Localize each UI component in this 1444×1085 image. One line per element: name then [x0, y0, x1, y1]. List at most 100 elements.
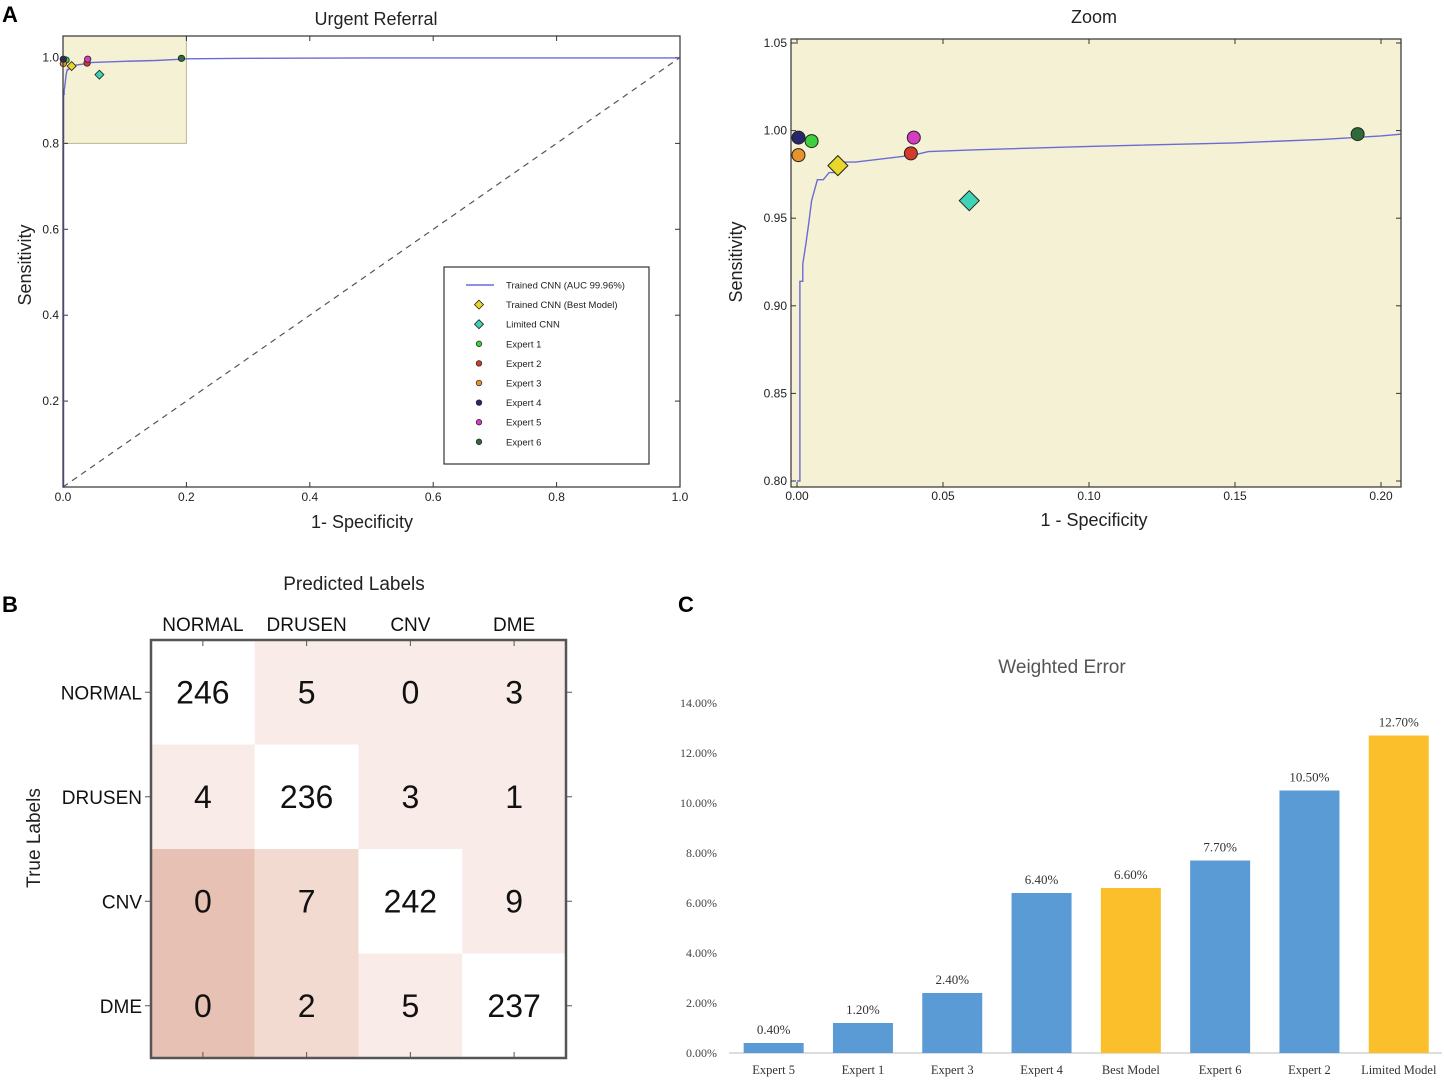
- zoom-xtick-label: 0.20: [1369, 489, 1393, 503]
- zoom-ytick-label: 0.85: [764, 386, 788, 400]
- cm-col-label: DRUSEN: [267, 615, 347, 636]
- cm-cell-value: 1: [505, 779, 523, 815]
- cm-title: Predicted Labels: [283, 574, 425, 595]
- bar-value-label: 6.60%: [1114, 867, 1148, 882]
- cm-cell: [358, 849, 463, 954]
- cm-cell-value: 236: [280, 779, 333, 815]
- bar-category-label: Expert 2: [1288, 1063, 1331, 1077]
- zoom-point-expert-4: [791, 130, 806, 145]
- zoom-xtick-label: 0.15: [1223, 489, 1247, 503]
- zoom-points: [791, 127, 1365, 212]
- legend-expert-5-label: Expert 5: [506, 418, 541, 429]
- bar-ytick-label: 10.00%: [680, 796, 717, 810]
- zoom-xlabel: 1 - Specificity: [1040, 510, 1147, 530]
- legend-expert-1-label: Expert 1: [506, 339, 541, 350]
- zoom-point-expert-3: [791, 148, 806, 163]
- zoom-title: Zoom: [1071, 7, 1117, 27]
- legend-trained-cnn-best-model-swatch: [473, 299, 485, 310]
- zoom-plot-background: [791, 39, 1401, 487]
- bar-value-label: 7.70%: [1203, 840, 1237, 855]
- bar-value-label: 12.70%: [1379, 715, 1419, 730]
- roc-ylabel: Sensitivity: [15, 224, 35, 305]
- bar-ytick-label: 12.00%: [680, 746, 717, 760]
- panel-label-c: C: [678, 592, 694, 617]
- cm-cell: [462, 849, 566, 954]
- cm-cell: [358, 640, 463, 745]
- bar-category-label: Expert 4: [1020, 1063, 1063, 1077]
- cm-cell: [358, 744, 463, 849]
- bar: [832, 1023, 893, 1053]
- zoom-curve-trained-cnn: [797, 133, 1402, 482]
- bar: [1100, 888, 1161, 1053]
- cm-frame: [149, 638, 568, 1060]
- cm-cell-value: 7: [298, 883, 316, 919]
- legend-limited-cnn-swatch: [473, 319, 485, 330]
- roc-xlabel: 1- Specificity: [311, 512, 413, 532]
- zoom-chart: Zoom 0.00 0.05 0.10 0.15 0.20 0.80 0.85 0.90 0.9…: [726, 7, 1402, 530]
- legend-trained-cnn-best-model-label: Trained CNN (Best Model): [506, 300, 618, 311]
- roc-legend: Trained CNN (AUC 99.96%) Trained CNN (Bes…: [443, 266, 650, 465]
- roc-xtick-label: 0.4: [301, 490, 318, 504]
- cm-cell: [151, 640, 255, 745]
- cm-cell: [254, 953, 359, 1058]
- zoom-point-trained-cnn-best-model: [827, 154, 849, 177]
- bar-ytick-label: 6.00%: [686, 896, 717, 910]
- legend-expert-6-swatch: [475, 438, 483, 445]
- zoom-xtick-label: 0.00: [785, 489, 809, 503]
- zoom-point-expert-2: [903, 146, 918, 161]
- cm-row-label: DRUSEN: [62, 788, 142, 809]
- cm-cell: [151, 744, 255, 849]
- roc-point-expert-5: [84, 55, 92, 63]
- cm-row-label: NORMAL: [61, 683, 142, 704]
- cm-cell: [462, 640, 566, 745]
- bar: [1279, 790, 1340, 1053]
- roc-point-expert-6: [177, 54, 186, 62]
- roc-ytick-label: 0.8: [42, 136, 59, 150]
- legend-expert-3-swatch: [475, 379, 483, 387]
- legend-expert-3-label: Expert 3: [506, 379, 541, 390]
- cm-col-label: NORMAL: [162, 615, 243, 636]
- cm-col-label: CNV: [390, 615, 430, 636]
- legend-expert-4-swatch: [475, 399, 483, 406]
- cm-cell-value: 3: [505, 674, 523, 710]
- bar-title: Weighted Error: [998, 657, 1126, 678]
- roc-plot-frame: [62, 35, 681, 488]
- cm-cell-value: 0: [194, 883, 212, 919]
- bar-category-label: Expert 1: [842, 1063, 885, 1077]
- bar-category-label: Expert 6: [1199, 1063, 1242, 1077]
- cm-cell: [462, 744, 566, 849]
- cm-cell-value: 0: [194, 988, 212, 1024]
- cm-cell: [462, 953, 566, 1058]
- cm-cell-value: 4: [194, 779, 212, 815]
- bar: [1368, 735, 1429, 1053]
- panel-label-a: A: [2, 2, 18, 27]
- bar-ytick-label: 0.00%: [686, 1046, 717, 1060]
- legend-expert-4-label: Expert 4: [506, 398, 541, 409]
- roc-ytick-label: 1.0: [42, 50, 59, 64]
- cm-cell: [254, 640, 359, 745]
- bar: [922, 993, 983, 1053]
- legend-expert-5-swatch: [475, 419, 483, 426]
- cm-cell-value: 9: [505, 883, 523, 919]
- cm-row-label: DME: [100, 997, 142, 1018]
- roc-xtick-label: 0.0: [55, 490, 72, 504]
- bar: [1190, 860, 1251, 1053]
- bar: [1011, 893, 1072, 1053]
- legend-limited-cnn-label: Limited CNN: [506, 320, 560, 331]
- bar-value-label: 10.50%: [1289, 770, 1329, 785]
- bar-ytick-label: 2.00%: [686, 996, 717, 1010]
- cm-cell: [254, 744, 359, 849]
- roc-zoom-region: [62, 35, 187, 144]
- legend-expert-2-swatch: [475, 360, 483, 367]
- bar-value-label: 0.40%: [757, 1022, 791, 1037]
- legend-expert-6-label: Expert 6: [506, 437, 541, 448]
- roc-xtick-label: 0.6: [425, 490, 442, 504]
- bar-ytick-label: 14.00%: [680, 696, 717, 710]
- zoom-ytick-label: 0.80: [764, 474, 788, 488]
- weighted-error-chart: Weighted Error 0.00% 2.00% 4.00% 6.00% 8.00%…: [680, 657, 1442, 1077]
- bar-value-label: 2.40%: [935, 972, 969, 987]
- roc-ytick-label: 0.2: [42, 394, 59, 408]
- cm-cell: [358, 953, 463, 1058]
